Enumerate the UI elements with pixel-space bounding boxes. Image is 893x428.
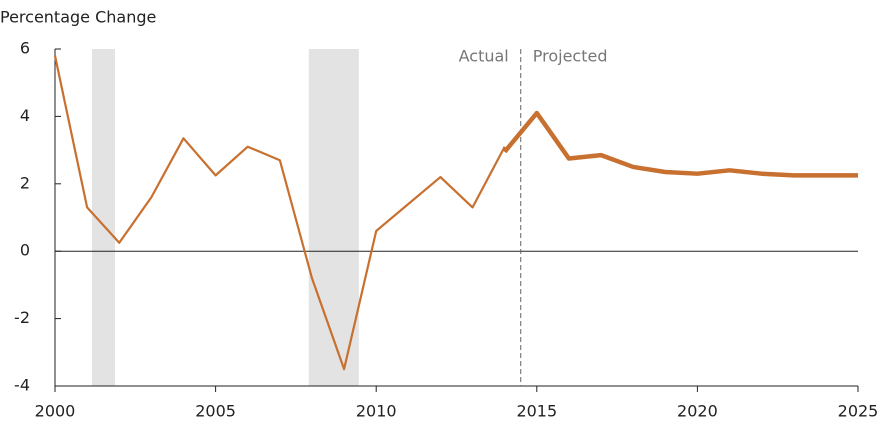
recession-band (91, 49, 116, 386)
y-tick-label: 0 (20, 241, 30, 260)
x-tick-label: 2025 (838, 402, 879, 421)
series-line (53, 55, 506, 371)
recession-band (308, 49, 359, 386)
y-axis-label: Percentage Change (0, 8, 156, 27)
annotation: Actual (459, 47, 509, 66)
x-tick-label: 2005 (195, 402, 236, 421)
x-tick-label: 2015 (516, 402, 557, 421)
annotation: Projected (533, 47, 608, 66)
y-tick-label: 2 (20, 173, 30, 192)
y-tick-label: 4 (20, 106, 30, 125)
x-tick-label: 2020 (677, 402, 718, 421)
y-tick-label: -4 (14, 376, 30, 395)
y-tick-label: 6 (20, 39, 30, 58)
y-tick-label: -2 (14, 308, 30, 327)
series-line (502, 110, 858, 178)
x-tick-label: 2010 (356, 402, 397, 421)
x-tick-label: 2000 (35, 402, 76, 421)
